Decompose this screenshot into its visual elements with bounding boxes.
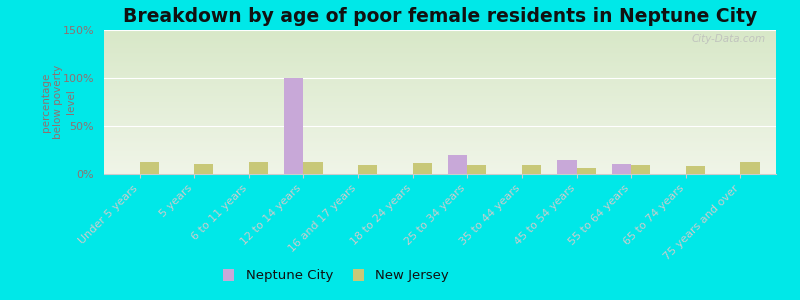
Bar	[686, 166, 705, 174]
Bar	[558, 160, 577, 174]
Bar	[249, 161, 268, 174]
Bar	[467, 165, 486, 174]
Y-axis label: percentage
below poverty
level: percentage below poverty level	[41, 65, 76, 139]
Title: Breakdown by age of poor female residents in Neptune City: Breakdown by age of poor female resident…	[123, 7, 757, 26]
Bar	[631, 165, 650, 174]
Bar	[139, 163, 158, 174]
Bar	[577, 168, 596, 174]
Bar	[448, 155, 467, 174]
Legend: Neptune City, New Jersey: Neptune City, New Jersey	[218, 263, 454, 287]
Bar	[413, 164, 432, 174]
Bar	[358, 165, 377, 174]
Bar	[612, 164, 631, 174]
Bar	[303, 161, 322, 174]
Bar	[284, 78, 303, 174]
Bar	[522, 165, 541, 174]
Bar	[741, 163, 760, 174]
Bar	[194, 164, 214, 174]
Text: City-Data.com: City-Data.com	[692, 34, 766, 44]
